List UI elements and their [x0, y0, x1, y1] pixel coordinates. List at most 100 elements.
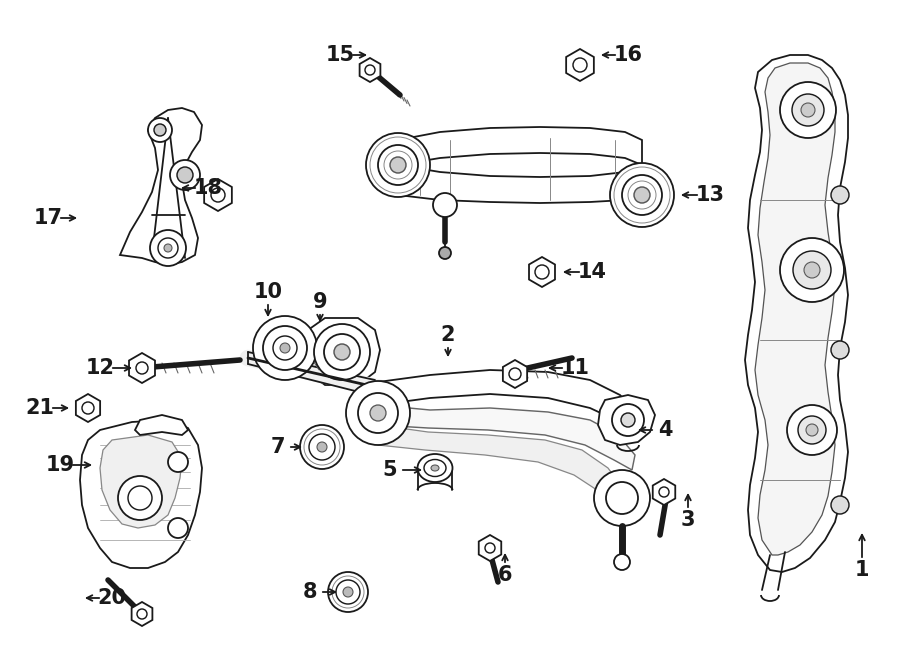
Circle shape — [82, 402, 94, 414]
Circle shape — [137, 609, 147, 619]
Circle shape — [168, 452, 188, 472]
Text: 21: 21 — [25, 398, 55, 418]
Circle shape — [806, 424, 818, 436]
Circle shape — [831, 186, 849, 204]
Circle shape — [622, 175, 662, 215]
Circle shape — [280, 343, 290, 353]
Text: 20: 20 — [97, 588, 127, 608]
Circle shape — [612, 404, 644, 436]
Polygon shape — [598, 395, 655, 445]
Circle shape — [164, 244, 172, 252]
Circle shape — [614, 554, 630, 570]
Text: 8: 8 — [302, 582, 317, 602]
Circle shape — [390, 157, 406, 173]
Circle shape — [343, 587, 353, 597]
Circle shape — [158, 238, 178, 258]
Polygon shape — [755, 63, 835, 555]
Circle shape — [273, 336, 297, 360]
Text: 12: 12 — [86, 358, 114, 378]
Polygon shape — [129, 353, 155, 383]
Circle shape — [211, 188, 225, 202]
Text: 4: 4 — [658, 420, 672, 440]
Polygon shape — [204, 179, 232, 211]
Circle shape — [509, 368, 521, 380]
Polygon shape — [131, 602, 152, 626]
Text: 18: 18 — [194, 178, 222, 198]
Circle shape — [300, 425, 344, 469]
Circle shape — [366, 133, 430, 197]
Circle shape — [433, 193, 457, 217]
Text: 3: 3 — [680, 510, 695, 530]
Circle shape — [801, 103, 815, 117]
Circle shape — [378, 145, 418, 185]
Circle shape — [594, 470, 650, 526]
Circle shape — [309, 434, 335, 460]
Circle shape — [177, 167, 193, 183]
Polygon shape — [652, 479, 675, 505]
Circle shape — [346, 381, 410, 445]
Circle shape — [328, 572, 368, 612]
Circle shape — [659, 487, 669, 497]
Circle shape — [792, 94, 824, 126]
Ellipse shape — [418, 454, 453, 482]
Circle shape — [831, 341, 849, 359]
Circle shape — [314, 324, 370, 380]
Text: 5: 5 — [382, 460, 397, 480]
Ellipse shape — [431, 465, 439, 471]
Text: 9: 9 — [312, 292, 328, 312]
Circle shape — [621, 413, 635, 427]
Polygon shape — [360, 58, 381, 82]
Text: 11: 11 — [561, 358, 590, 378]
Circle shape — [148, 118, 172, 142]
Polygon shape — [80, 420, 202, 568]
Polygon shape — [398, 165, 642, 203]
Polygon shape — [566, 49, 594, 81]
Polygon shape — [378, 425, 624, 505]
Circle shape — [150, 230, 186, 266]
Circle shape — [168, 518, 188, 538]
Circle shape — [128, 486, 152, 510]
Circle shape — [634, 187, 650, 203]
Circle shape — [798, 416, 826, 444]
Circle shape — [154, 124, 166, 136]
Circle shape — [793, 251, 831, 289]
Circle shape — [118, 476, 162, 520]
Circle shape — [358, 393, 398, 433]
Polygon shape — [398, 127, 642, 165]
Circle shape — [370, 405, 386, 421]
Text: 14: 14 — [578, 262, 607, 282]
Circle shape — [170, 160, 200, 190]
Text: 2: 2 — [441, 325, 455, 345]
Polygon shape — [120, 108, 202, 265]
Text: 16: 16 — [614, 45, 643, 65]
Circle shape — [336, 580, 360, 604]
Polygon shape — [135, 415, 188, 435]
Circle shape — [439, 247, 451, 259]
Text: 7: 7 — [271, 437, 285, 457]
Circle shape — [610, 163, 674, 227]
Polygon shape — [378, 370, 638, 432]
Polygon shape — [479, 535, 501, 561]
Circle shape — [535, 265, 549, 279]
Circle shape — [831, 496, 849, 514]
Text: 10: 10 — [254, 282, 283, 302]
Text: 13: 13 — [696, 185, 725, 205]
Text: 6: 6 — [498, 565, 512, 585]
Polygon shape — [76, 394, 100, 422]
Polygon shape — [529, 257, 555, 287]
Text: 19: 19 — [45, 455, 75, 475]
Text: 15: 15 — [326, 45, 355, 65]
Circle shape — [253, 316, 317, 380]
Circle shape — [263, 326, 307, 370]
Circle shape — [324, 334, 360, 370]
Text: 17: 17 — [33, 208, 62, 228]
Polygon shape — [378, 405, 635, 470]
Polygon shape — [302, 318, 380, 385]
Circle shape — [780, 238, 844, 302]
Polygon shape — [503, 360, 527, 388]
Circle shape — [136, 362, 148, 374]
Text: 1: 1 — [855, 560, 869, 580]
Circle shape — [365, 65, 375, 75]
Polygon shape — [745, 55, 848, 572]
Circle shape — [787, 405, 837, 455]
